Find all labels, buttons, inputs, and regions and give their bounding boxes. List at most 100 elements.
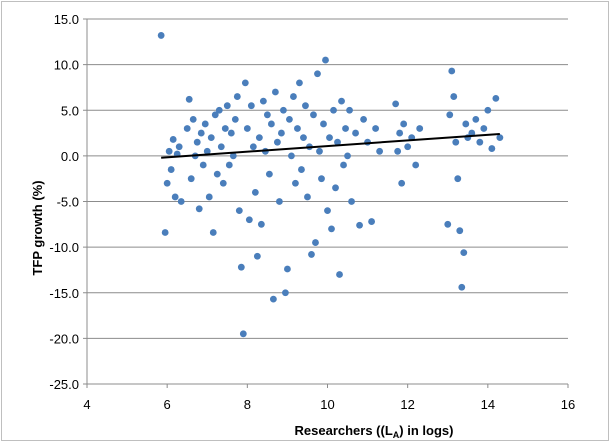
data-point xyxy=(284,265,291,273)
data-point xyxy=(484,106,492,114)
y-tick-label: 15.0 xyxy=(54,12,79,27)
data-point xyxy=(243,125,251,132)
data-point xyxy=(472,115,480,123)
data-point xyxy=(193,138,201,146)
data-point xyxy=(276,198,283,205)
data-point xyxy=(330,106,337,114)
data-point xyxy=(336,271,343,278)
data-point xyxy=(237,263,245,271)
data-point xyxy=(416,125,424,132)
data-point xyxy=(161,229,169,236)
data-point xyxy=(328,225,335,233)
x-axis-title-main: Researchers ((L xyxy=(295,423,393,438)
x-tick-label: 10 xyxy=(320,397,334,412)
y-tick-label: -15.0 xyxy=(49,286,79,301)
y-tick-label: -25.0 xyxy=(49,377,79,392)
data-point xyxy=(157,32,165,39)
data-point xyxy=(488,145,496,152)
data-point xyxy=(454,175,462,183)
data-point xyxy=(169,136,177,143)
data-point xyxy=(225,161,233,169)
data-point xyxy=(280,106,287,114)
x-tick-label: 16 xyxy=(561,397,575,412)
data-point xyxy=(221,125,229,132)
x-tick-label: 12 xyxy=(400,397,414,412)
data-point xyxy=(177,198,185,205)
data-point xyxy=(249,143,257,151)
data-point xyxy=(304,193,311,201)
data-point xyxy=(286,115,293,123)
data-point xyxy=(326,134,333,142)
data-point xyxy=(265,170,273,178)
data-point xyxy=(247,102,255,110)
data-point xyxy=(342,125,349,132)
data-point xyxy=(165,147,173,155)
data-point xyxy=(259,97,267,105)
trendline-group xyxy=(161,132,500,159)
data-point xyxy=(183,125,191,132)
data-point xyxy=(492,94,500,102)
x-axis-title-tail: ) in logs) xyxy=(399,423,453,438)
y-tick-label: 10.0 xyxy=(54,58,79,73)
x-tick-label: 4 xyxy=(83,397,90,412)
data-point xyxy=(239,330,247,338)
data-point xyxy=(294,125,301,132)
data-point xyxy=(231,115,239,123)
data-point xyxy=(227,129,235,137)
grid-lines xyxy=(83,18,568,385)
trendline xyxy=(161,132,500,159)
data-point xyxy=(207,134,215,142)
x-axis-title: Researchers ((LA) in logs) xyxy=(295,423,454,440)
data-point xyxy=(456,227,464,235)
data-point xyxy=(352,129,359,137)
data-point xyxy=(368,218,375,225)
data-point xyxy=(372,125,379,132)
data-point xyxy=(300,134,307,142)
data-point xyxy=(314,70,321,78)
data-point xyxy=(217,143,225,151)
data-point xyxy=(255,134,263,142)
data-point xyxy=(203,147,211,155)
data-point xyxy=(296,79,303,87)
data-point xyxy=(450,93,458,100)
data-points xyxy=(157,32,504,338)
data-point xyxy=(332,184,339,192)
data-point xyxy=(257,220,265,228)
x-tick-label: 6 xyxy=(164,397,171,412)
y-tick-label: 5.0 xyxy=(61,103,79,118)
data-point xyxy=(348,198,355,205)
data-point xyxy=(209,229,217,236)
data-point xyxy=(290,93,297,100)
data-point xyxy=(448,67,456,75)
data-point xyxy=(320,120,327,128)
data-point xyxy=(187,175,195,183)
data-point xyxy=(400,120,408,128)
data-point xyxy=(271,88,279,96)
data-point xyxy=(163,179,171,187)
data-point xyxy=(344,152,351,160)
data-point xyxy=(189,115,197,123)
y-axis-tick-labels: 15.0 10.0 5.0 0.0 -5.0 -10.0 -15.0 -20.0 -25.0 xyxy=(49,12,79,392)
data-point xyxy=(219,179,227,187)
data-point xyxy=(235,207,243,215)
data-point xyxy=(199,161,207,169)
data-point xyxy=(496,134,504,142)
y-tick-label: -5.0 xyxy=(57,195,79,210)
data-point xyxy=(205,193,213,201)
data-point xyxy=(412,161,420,169)
data-point xyxy=(213,170,221,178)
data-point xyxy=(302,102,309,110)
data-point xyxy=(233,93,241,100)
data-point xyxy=(241,79,249,87)
data-point xyxy=(269,295,277,303)
data-point xyxy=(292,179,299,187)
data-point xyxy=(308,251,315,258)
data-point xyxy=(171,193,179,201)
axes xyxy=(86,19,569,388)
data-point xyxy=(444,220,452,228)
x-tick-label: 14 xyxy=(481,397,495,412)
data-point xyxy=(197,129,205,137)
y-tick-label: -10.0 xyxy=(49,240,79,255)
